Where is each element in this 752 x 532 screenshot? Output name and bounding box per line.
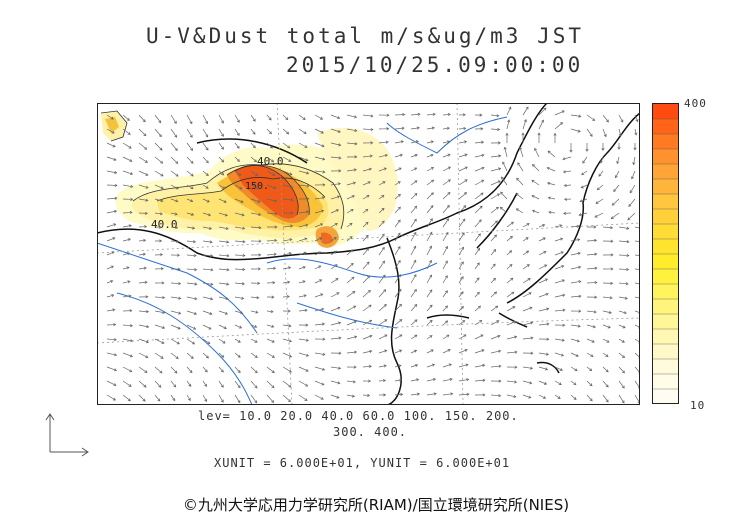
rivers — [97, 116, 508, 405]
colorbar-band — [653, 119, 678, 135]
colorbar-min-label: 10 — [690, 399, 706, 412]
contour-levels-line2: 300. 400. — [333, 425, 408, 439]
copyright-text: ©九州大学応用力学研究所(RIAM)/国立環境研究所(NIES) — [182, 496, 570, 514]
colorbar-band — [653, 374, 678, 390]
colorbar-band — [653, 194, 678, 210]
contour-levels-line1: lev= 10.0 20.0 40.0 60.0 100. 150. 200. — [198, 409, 519, 423]
reference-vector-icon — [45, 413, 89, 457]
contour-label: 150. — [245, 181, 269, 192]
colorbar-band — [653, 254, 678, 270]
colorbar-band — [653, 359, 678, 375]
colorbar-band — [653, 284, 678, 300]
colorbar-band — [653, 389, 678, 405]
colorbar-band — [653, 179, 678, 195]
colorbar-band — [653, 299, 678, 315]
colorbar-band — [653, 329, 678, 345]
wind-vectors — [106, 106, 640, 404]
colorbar-band — [653, 209, 678, 225]
map-timestamp: 2015/10/25.09:00:00 — [286, 53, 584, 77]
colorbar-band — [653, 134, 678, 150]
colorbar-band — [653, 269, 678, 285]
colorbar-band — [653, 239, 678, 255]
colorbar-band — [653, 344, 678, 360]
map-frame — [97, 103, 640, 405]
contour-lines — [100, 110, 345, 230]
contour-label: 40.0 — [151, 218, 178, 231]
colorbar-band — [653, 104, 678, 120]
dust-concentration-layer — [101, 111, 398, 248]
coastlines-and-borders — [97, 103, 640, 405]
colorbar-band — [653, 149, 678, 165]
colorbar — [652, 103, 679, 405]
dust-map: 40.0 40.0 150. — [97, 103, 640, 405]
colorbar-band — [653, 314, 678, 330]
contour-label: 40.0 — [257, 155, 284, 168]
colorbar-band — [653, 224, 678, 240]
vector-units: XUNIT = 6.000E+01, YUNIT = 6.000E+01 — [214, 456, 511, 470]
map-title: U-V&Dust total m/s&ug/m3 JST — [146, 24, 585, 48]
colorbar-band — [653, 164, 678, 180]
colorbar-max-label: 400 — [684, 97, 707, 110]
